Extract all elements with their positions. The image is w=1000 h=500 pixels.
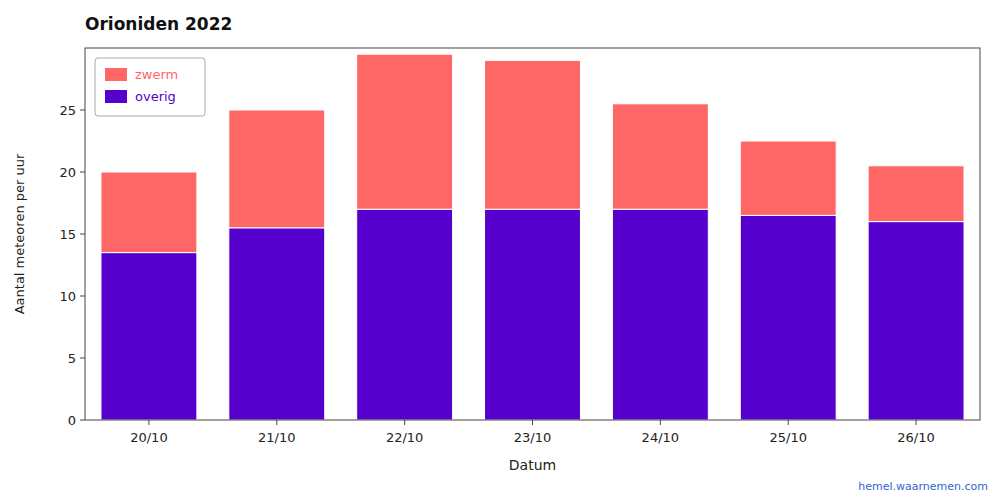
y-tick <box>80 172 85 173</box>
bar-segment <box>101 253 197 420</box>
y-tick-label: 0 <box>68 413 76 428</box>
legend-box <box>95 58 205 116</box>
x-tick <box>276 420 277 425</box>
legend-swatch <box>105 90 127 103</box>
bar-segment <box>868 166 964 222</box>
x-tick-label: 21/10 <box>258 430 295 445</box>
x-tick-label: 24/10 <box>642 430 679 445</box>
x-tick <box>148 420 149 425</box>
y-tick <box>80 296 85 297</box>
bar-segment <box>357 209 453 420</box>
x-tick-label: 22/10 <box>386 430 423 445</box>
y-tick-label: 15 <box>59 227 76 242</box>
x-tick-label: 25/10 <box>769 430 806 445</box>
y-tick-label: 10 <box>59 289 76 304</box>
chart-title: Orioniden 2022 <box>85 14 232 34</box>
y-axis-label: Aantal meteoren per uur <box>12 153 27 314</box>
bar-segment <box>868 222 964 420</box>
y-tick-label: 20 <box>59 165 76 180</box>
x-tick <box>660 420 661 425</box>
y-tick-label: 5 <box>68 351 76 366</box>
y-tick <box>80 110 85 111</box>
x-tick-label: 20/10 <box>130 430 167 445</box>
y-tick-label: 25 <box>59 103 76 118</box>
legend-label: zwerm <box>135 67 178 82</box>
y-tick <box>80 358 85 359</box>
watermark: hemel.waarnemen.com <box>858 480 988 493</box>
bar-segment <box>740 215 836 420</box>
bar-segment <box>612 104 708 209</box>
legend: zwerm overig <box>95 58 205 116</box>
x-tick <box>788 420 789 425</box>
bar-segment <box>357 54 453 209</box>
x-tick <box>916 420 917 425</box>
bar-segment <box>485 60 581 209</box>
legend-label: overig <box>135 89 176 104</box>
x-tick-label: 26/10 <box>897 430 934 445</box>
x-axis-label: Datum <box>509 457 556 473</box>
bar-segment <box>612 209 708 420</box>
x-tick <box>404 420 405 425</box>
x-tick <box>532 420 533 425</box>
y-tick <box>80 420 85 421</box>
y-tick <box>80 234 85 235</box>
bar-segment <box>229 110 325 228</box>
chart: 0 5 10 15 20 25 20/10 21/10 22/10 23/10 24/10 25/10… <box>0 0 1000 500</box>
bars <box>101 54 964 420</box>
legend-swatch <box>105 68 127 81</box>
bar-segment <box>740 141 836 215</box>
bar-segment <box>229 228 325 420</box>
x-tick-label: 23/10 <box>514 430 551 445</box>
bar-segment <box>485 209 581 420</box>
bar-segment <box>101 172 197 253</box>
plot-frame <box>85 48 980 420</box>
